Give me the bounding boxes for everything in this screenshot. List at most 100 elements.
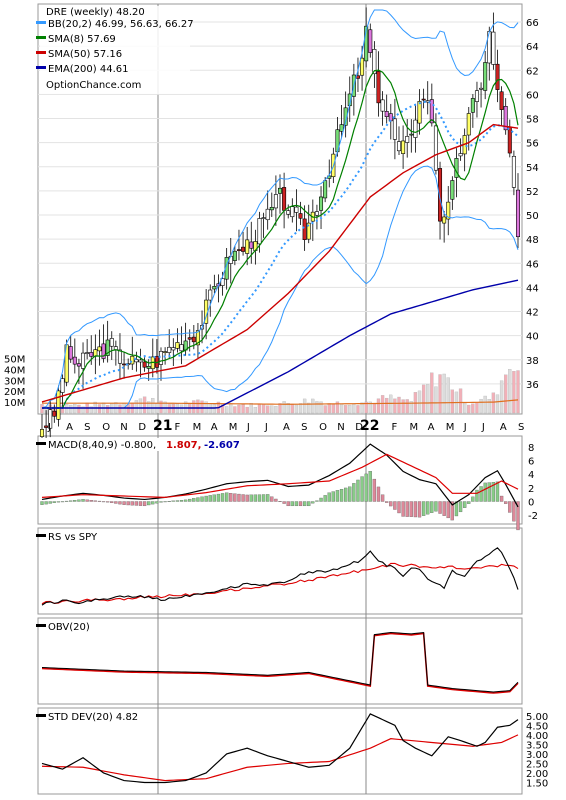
macd-histogram-bar bbox=[397, 501, 401, 514]
macd-histogram-bar bbox=[504, 501, 508, 504]
candle-body bbox=[495, 63, 500, 90]
volume-bar bbox=[463, 402, 467, 414]
macd-histogram-bar bbox=[319, 497, 323, 502]
candle-body bbox=[56, 390, 61, 420]
volume-tick-label: 40M bbox=[4, 365, 25, 376]
stddev-tick-label: 2.00 bbox=[526, 769, 548, 780]
volume-bar bbox=[339, 404, 344, 414]
candle-body bbox=[138, 359, 143, 363]
volume-bar bbox=[69, 404, 73, 414]
macd-histogram-bar bbox=[64, 500, 69, 502]
candle-body bbox=[52, 410, 57, 417]
volume-bar bbox=[179, 404, 184, 414]
volume-bar bbox=[344, 405, 348, 414]
candle-body bbox=[417, 101, 422, 124]
candle-body bbox=[265, 208, 270, 221]
candle-body bbox=[405, 136, 410, 143]
candle-body bbox=[269, 207, 274, 211]
macd-histogram-bar bbox=[426, 501, 430, 515]
macd-histogram-bar bbox=[450, 501, 454, 521]
macd-histogram-bar bbox=[331, 491, 335, 502]
candle-body bbox=[81, 352, 86, 369]
macd-label: MACD(8,40,9) -0.800, bbox=[48, 440, 156, 451]
volume-bar bbox=[118, 404, 122, 414]
candle-body bbox=[413, 119, 418, 138]
macd-histogram-bar bbox=[438, 501, 442, 514]
macd-histogram-bar bbox=[85, 499, 89, 502]
price-tick-label: 66 bbox=[526, 18, 539, 29]
volume-bar bbox=[504, 374, 508, 414]
volume-bar bbox=[499, 380, 504, 414]
volume-bar bbox=[315, 401, 319, 414]
macd-swatch bbox=[36, 442, 46, 445]
volume-bar bbox=[241, 404, 245, 414]
price-tick-label: 42 bbox=[526, 308, 539, 319]
price-tick-label: 40 bbox=[526, 332, 539, 343]
macd-histogram-bar bbox=[360, 476, 364, 502]
volume-bar bbox=[491, 392, 496, 414]
macd-histogram-bar bbox=[499, 495, 504, 502]
x-axis-label: N bbox=[337, 422, 344, 433]
volume-bar bbox=[151, 398, 155, 414]
legend-swatch-bb bbox=[36, 21, 46, 24]
volume-bar bbox=[257, 403, 262, 414]
volume-bar bbox=[368, 401, 372, 414]
macd-histogram-bar bbox=[483, 482, 487, 502]
candle-body bbox=[483, 62, 488, 91]
candle-body bbox=[85, 352, 90, 354]
macd-histogram-bar bbox=[512, 501, 516, 522]
macd-histogram-bar bbox=[167, 501, 171, 502]
x-axis-label: J bbox=[264, 422, 268, 433]
volume-bar bbox=[364, 401, 368, 414]
macd-histogram-bar bbox=[249, 494, 253, 502]
stddev-tick-label: 3.50 bbox=[526, 740, 548, 751]
candle-body bbox=[122, 363, 127, 366]
volume-bar bbox=[479, 398, 483, 414]
legend-label-bb: BB(20,2) 46.99, 56.63, 66.27 bbox=[48, 19, 194, 30]
obv-swatch bbox=[36, 624, 46, 627]
obv-label-background bbox=[40, 620, 96, 633]
legend-swatch-sma8 bbox=[36, 36, 46, 39]
macd-histogram-bar bbox=[516, 501, 520, 531]
macd-histogram-bar bbox=[401, 501, 405, 517]
x-axis-label: J bbox=[246, 422, 250, 433]
macd-histogram-bar bbox=[155, 501, 159, 504]
volume-bar bbox=[372, 403, 377, 414]
legend-label-sma50: SMA(50) 57.16 bbox=[48, 49, 122, 60]
candle-body bbox=[286, 210, 291, 215]
volume-bar bbox=[508, 369, 512, 414]
volume-bar bbox=[274, 405, 278, 414]
volume-bar bbox=[290, 403, 294, 414]
volume-bar bbox=[302, 398, 307, 414]
rs-plot bbox=[41, 547, 519, 606]
volume-bar bbox=[348, 405, 352, 414]
macd-histogram-bar bbox=[352, 483, 356, 502]
volume-bar bbox=[417, 390, 422, 414]
volume-bar bbox=[106, 405, 110, 414]
macd-histogram-bar bbox=[200, 496, 204, 502]
macd-histogram-bar bbox=[286, 501, 290, 507]
candle-body bbox=[360, 57, 365, 76]
macd-tick-label: 6 bbox=[528, 457, 534, 468]
volume-bar bbox=[516, 370, 520, 414]
volume-bar bbox=[311, 398, 315, 414]
macd-histogram-bar bbox=[118, 501, 122, 505]
rs-line bbox=[41, 547, 519, 606]
volume-bar bbox=[253, 407, 258, 414]
x-axis-label: D bbox=[355, 422, 363, 433]
volume-bar bbox=[134, 400, 139, 414]
candle-body bbox=[97, 346, 102, 352]
volume-bar bbox=[483, 395, 487, 414]
candle-body bbox=[163, 351, 168, 353]
volume-bar bbox=[495, 394, 500, 414]
legend-background bbox=[40, 6, 190, 94]
macd-histogram-bar bbox=[151, 501, 155, 505]
std-label: STD DEV(20) 4.82 bbox=[48, 712, 138, 723]
candle-body bbox=[109, 338, 114, 347]
x-axis-label: M bbox=[229, 422, 238, 433]
candle-body bbox=[384, 111, 389, 118]
macd-histogram-bar bbox=[208, 495, 212, 502]
stddev-tick-label: 2.50 bbox=[526, 759, 548, 770]
rs-label-background bbox=[40, 530, 106, 543]
